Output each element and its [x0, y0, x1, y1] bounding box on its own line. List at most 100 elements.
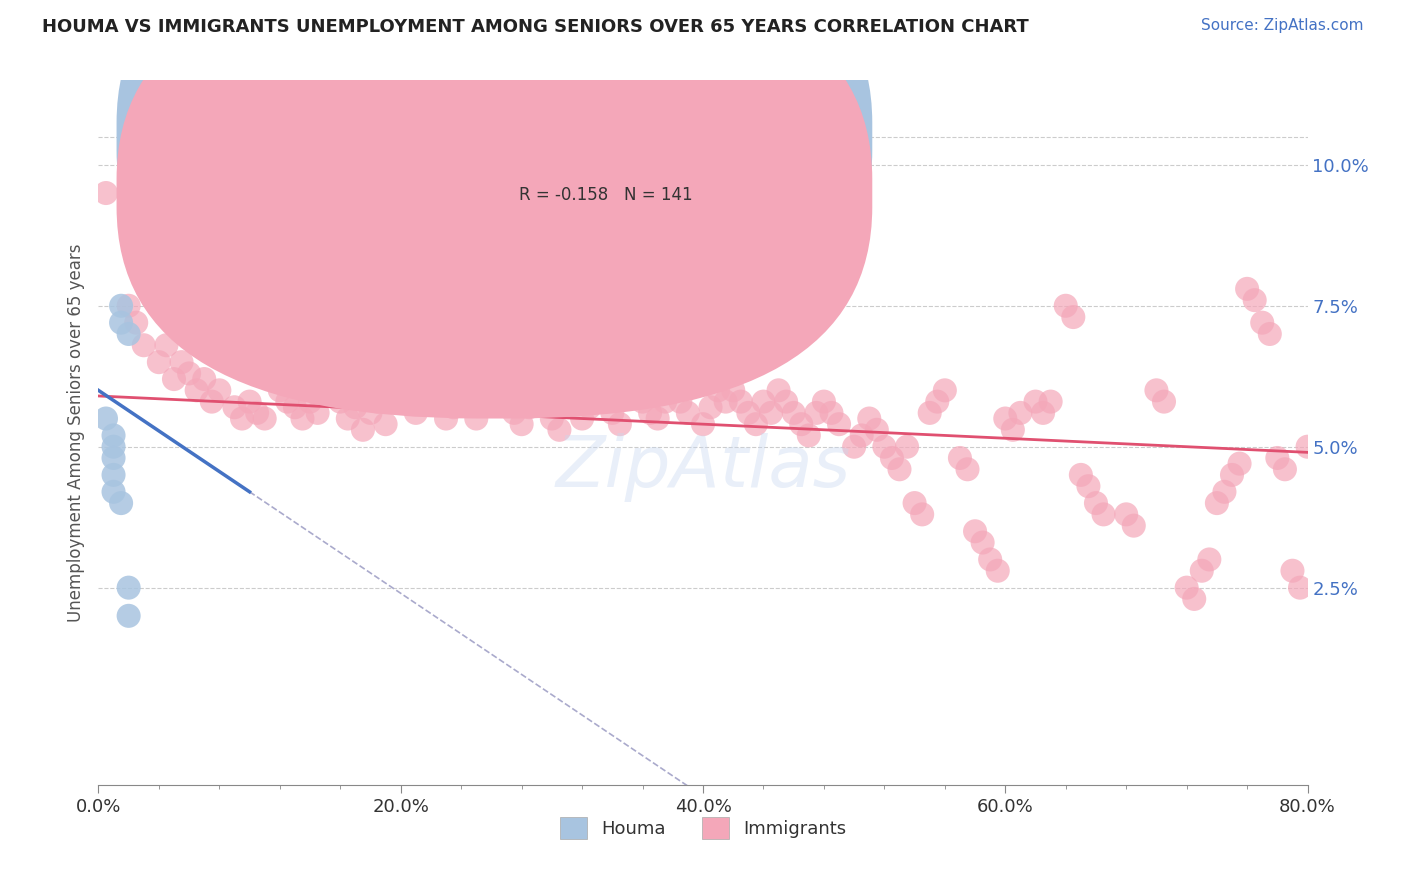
Point [1024, 394, 1046, 409]
FancyBboxPatch shape [461, 122, 776, 243]
Point [389, 384, 412, 398]
Point [224, 401, 246, 415]
Point [828, 417, 851, 432]
Point [555, 384, 578, 398]
Point [661, 384, 683, 398]
Text: R = -0.185   N =  12: R = -0.185 N = 12 [519, 136, 688, 154]
Point [571, 411, 593, 425]
Point [269, 384, 291, 398]
Point [495, 394, 517, 409]
Point [927, 394, 949, 409]
Point [374, 417, 396, 432]
Point [540, 411, 562, 425]
Point [503, 406, 526, 420]
Point [170, 355, 193, 369]
Point [844, 440, 866, 454]
Point [1054, 299, 1077, 313]
Point [443, 401, 465, 415]
Text: Source: ZipAtlas.com: Source: ZipAtlas.com [1201, 18, 1364, 33]
Point [1281, 564, 1303, 578]
Point [1122, 518, 1144, 533]
Point [616, 372, 638, 386]
Point [94, 411, 117, 425]
Point [654, 394, 676, 409]
Point [737, 406, 759, 420]
Point [638, 406, 661, 420]
Point [1258, 326, 1281, 341]
Point [873, 440, 896, 454]
Point [1175, 581, 1198, 595]
Point [949, 450, 972, 465]
Point [880, 450, 903, 465]
Point [405, 406, 427, 420]
Point [155, 338, 177, 352]
Point [994, 411, 1017, 425]
Text: ZipAtlas: ZipAtlas [555, 434, 851, 502]
Point [125, 316, 148, 330]
Point [904, 496, 927, 510]
Point [208, 384, 231, 398]
Point [1062, 310, 1084, 324]
Point [624, 384, 647, 398]
Point [1206, 496, 1229, 510]
Point [533, 394, 555, 409]
Point [768, 384, 790, 398]
Point [669, 394, 692, 409]
Point [1077, 479, 1099, 493]
Point [118, 608, 141, 623]
Point [450, 367, 472, 381]
Point [1213, 484, 1236, 499]
Point [427, 394, 450, 409]
Point [94, 186, 117, 200]
Point [1092, 508, 1115, 522]
Point [1153, 394, 1175, 409]
Point [412, 372, 434, 386]
Point [434, 411, 457, 425]
Point [457, 384, 479, 398]
Point [730, 394, 752, 409]
Point [1032, 406, 1054, 420]
Point [858, 411, 880, 425]
Point [889, 462, 911, 476]
Point [1296, 440, 1319, 454]
Point [148, 355, 170, 369]
Point [896, 440, 918, 454]
Point [1229, 457, 1251, 471]
Point [103, 484, 125, 499]
Point [1274, 462, 1296, 476]
Point [806, 406, 828, 420]
Point [1243, 293, 1265, 307]
Point [987, 564, 1010, 578]
Point [336, 411, 359, 425]
Point [699, 401, 721, 415]
Point [714, 394, 737, 409]
Point [193, 372, 215, 386]
Point [1085, 496, 1108, 510]
Point [118, 326, 141, 341]
Point [465, 411, 488, 425]
Point [110, 496, 132, 510]
Point [307, 406, 329, 420]
Point [1236, 282, 1258, 296]
Point [231, 411, 253, 425]
Point [103, 467, 125, 482]
Point [420, 384, 443, 398]
Point [972, 535, 994, 549]
Point [1039, 394, 1062, 409]
Point [179, 367, 201, 381]
Point [472, 394, 495, 409]
Point [548, 423, 571, 437]
Point [1182, 591, 1205, 606]
Point [329, 394, 352, 409]
Point [1198, 552, 1220, 566]
Point [526, 384, 548, 398]
Point [934, 384, 956, 398]
Point [299, 394, 322, 409]
Point [132, 338, 155, 352]
Point [866, 423, 889, 437]
Point [103, 450, 125, 465]
Point [517, 401, 540, 415]
Point [110, 299, 132, 313]
Point [676, 406, 699, 420]
Point [396, 394, 419, 409]
